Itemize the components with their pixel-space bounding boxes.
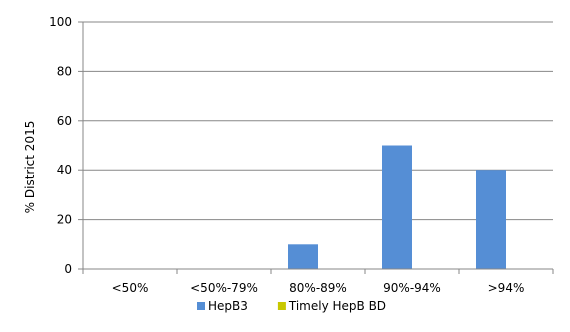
y-tick-label: 20 bbox=[57, 213, 72, 227]
bar-hepb3-3 bbox=[382, 145, 412, 269]
legend-label: HepB3 bbox=[208, 299, 248, 313]
y-tick-label: 80 bbox=[57, 64, 72, 78]
bar-hepb3-2 bbox=[288, 244, 318, 269]
x-axis-ticks: <50% <50%-79% 80%-89% 90%-94% >94% bbox=[82, 269, 554, 295]
bar-hepb3-4 bbox=[476, 170, 506, 269]
legend: HepB3 Timely HepB BD bbox=[197, 299, 386, 313]
y-tick-label: 40 bbox=[57, 163, 72, 177]
bars bbox=[288, 145, 506, 269]
y-tick-label: 60 bbox=[57, 114, 72, 128]
x-tick-label: <50% bbox=[112, 281, 149, 295]
y-axis-ticks: 0 20 40 60 80 100 bbox=[49, 15, 83, 276]
x-tick-label: 80%-89% bbox=[289, 281, 347, 295]
y-tick-label: 100 bbox=[49, 15, 72, 29]
x-tick-label: >94% bbox=[488, 281, 525, 295]
y-axis-label: % District 2015 bbox=[23, 121, 37, 214]
x-tick-label: <50%-79% bbox=[190, 281, 258, 295]
x-tick-label: 90%-94% bbox=[383, 281, 441, 295]
y-tick-label: 0 bbox=[64, 262, 72, 276]
gridlines bbox=[83, 21, 553, 221]
legend-label: Timely HepB BD bbox=[288, 299, 386, 313]
legend-swatch bbox=[197, 302, 205, 310]
legend-swatch bbox=[277, 302, 286, 310]
axes bbox=[82, 22, 553, 270]
